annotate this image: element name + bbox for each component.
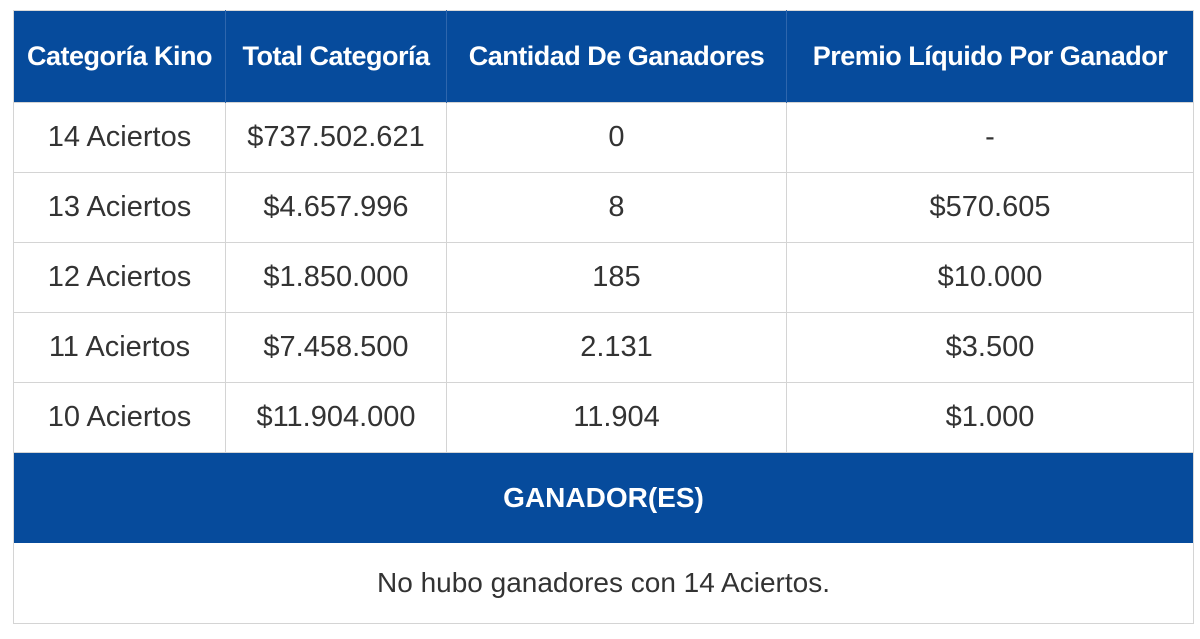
header-categoria-kino: Categoría Kino	[13, 10, 226, 103]
cell-winners-count: 0	[446, 102, 787, 173]
cell-winners-count: 185	[446, 242, 787, 313]
cell-winners-count: 8	[446, 172, 787, 243]
cell-prize: $3.500	[786, 312, 1194, 383]
table-row: 14 Aciertos $737.502.621 0 -	[13, 102, 1194, 173]
cell-category: 10 Aciertos	[13, 382, 226, 453]
table-body: 14 Aciertos $737.502.621 0 - 13 Aciertos…	[13, 102, 1194, 624]
header-row: Categoría Kino Total Categoría Cantidad …	[13, 10, 1194, 103]
cell-prize: $570.605	[786, 172, 1194, 243]
cell-winners-count: 2.131	[446, 312, 787, 383]
cell-winners-count: 11.904	[446, 382, 787, 453]
table-row: 10 Aciertos $11.904.000 11.904 $1.000	[13, 382, 1194, 453]
table-row: 12 Aciertos $1.850.000 185 $10.000	[13, 242, 1194, 313]
cell-prize: -	[786, 102, 1194, 173]
header-premio-liquido: Premio Líquido Por Ganador	[786, 10, 1194, 103]
cell-category: 12 Aciertos	[13, 242, 226, 313]
cell-category: 13 Aciertos	[13, 172, 226, 243]
cell-total: $1.850.000	[225, 242, 447, 313]
cell-prize: $1.000	[786, 382, 1194, 453]
header-total-categoria: Total Categoría	[225, 10, 447, 103]
winners-title: GANADOR(ES)	[13, 452, 1194, 543]
winners-message: No hubo ganadores con 14 Aciertos.	[13, 543, 1194, 624]
cell-total: $7.458.500	[225, 312, 447, 383]
table-row: 11 Aciertos $7.458.500 2.131 $3.500	[13, 312, 1194, 383]
cell-category: 14 Aciertos	[13, 102, 226, 173]
cell-prize: $10.000	[786, 242, 1194, 313]
table-header: Categoría Kino Total Categoría Cantidad …	[13, 10, 1194, 103]
header-cantidad-ganadores: Cantidad De Ganadores	[446, 10, 787, 103]
winners-message-row: No hubo ganadores con 14 Aciertos.	[13, 543, 1194, 624]
results-table: Categoría Kino Total Categoría Cantidad …	[13, 10, 1194, 624]
cell-category: 11 Aciertos	[13, 312, 226, 383]
cell-total: $737.502.621	[225, 102, 447, 173]
cell-total: $11.904.000	[225, 382, 447, 453]
winners-header-row: GANADOR(ES)	[13, 452, 1194, 543]
cell-total: $4.657.996	[225, 172, 447, 243]
table-row: 13 Aciertos $4.657.996 8 $570.605	[13, 172, 1194, 243]
